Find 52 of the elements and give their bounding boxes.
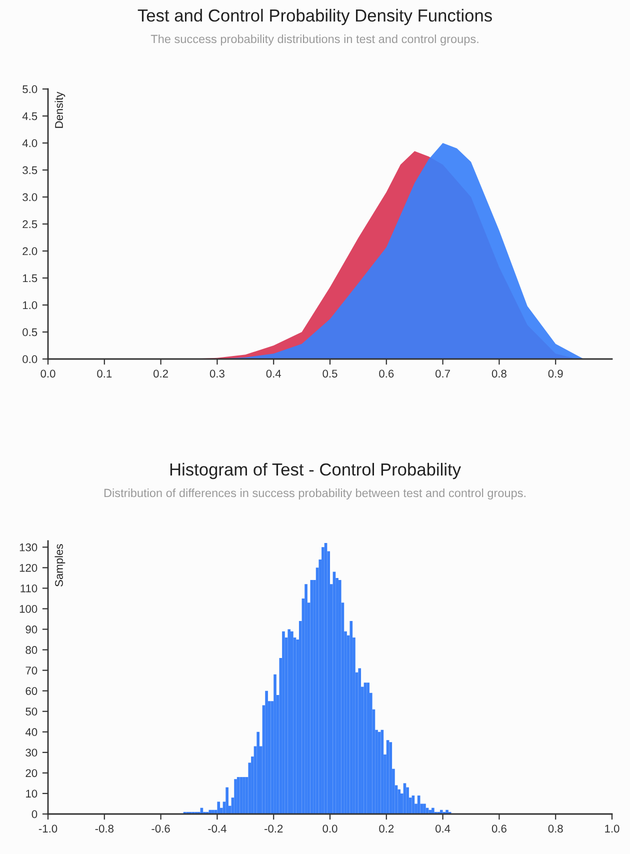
- y-tick-label: 80: [26, 646, 38, 654]
- x-tick-label: -1.0: [38, 824, 58, 833]
- y-tick-label: 70: [26, 666, 38, 674]
- chart-subtitle: The success probability distributions in test and control groups.: [150, 34, 478, 46]
- x-tick-label: 0.8: [548, 824, 563, 833]
- x-tick-label: 0.2: [379, 824, 394, 833]
- y-tick-label: 60: [26, 687, 38, 695]
- x-tick-label: 0.7: [436, 370, 450, 378]
- y-tick-label: 0.0: [22, 355, 38, 364]
- x-tick-label: -0.8: [95, 824, 114, 833]
- x-tick-label: 0.5: [322, 370, 338, 378]
- x-tick-label: -0.4: [208, 824, 226, 833]
- x-tick-label: 0.6: [379, 370, 394, 378]
- x-tick-label: 0.8: [492, 370, 506, 378]
- x-tick-label: -0.6: [152, 824, 170, 833]
- y-tick-label: 4.0: [22, 139, 38, 148]
- x-tick-label: 0.9: [548, 370, 563, 378]
- y-tick-label: 2.5: [22, 220, 38, 228]
- x-tick-label: 0.4: [266, 370, 281, 378]
- y-tick-label: 130: [20, 543, 38, 552]
- y-tick-label: 40: [25, 728, 38, 736]
- chart-title: Test and Control Probability Density Functions: [138, 8, 492, 26]
- y-tick-label: 1.0: [22, 301, 38, 310]
- x-tick-label: 0.2: [154, 370, 168, 378]
- x-tick-label: 0.0: [322, 824, 338, 833]
- x-tick-label: 0.4: [436, 824, 450, 833]
- x-tick-label: 0.0: [40, 370, 56, 378]
- y-tick-label: 110: [20, 584, 38, 592]
- y-tick-label: 90: [26, 626, 38, 634]
- y-tick-label: 4.5: [22, 112, 38, 120]
- x-tick-label: -0.2: [264, 824, 283, 833]
- y-tick-label: 120: [20, 564, 38, 572]
- y-tick-label: 0: [32, 810, 38, 818]
- y-tick-label: 5.0: [22, 85, 38, 94]
- y-tick-label: 2.0: [22, 247, 38, 256]
- y-axis-title: Density: [54, 92, 66, 128]
- chart-subtitle: Distribution of differences in success probability between test and control groups.: [104, 488, 526, 500]
- y-tick-label: 1.5: [22, 274, 38, 282]
- y-tick-label: 10: [26, 790, 38, 798]
- x-tick-label: 0.6: [492, 824, 506, 833]
- y-tick-label: 3.0: [22, 193, 38, 202]
- y-tick-label: 100: [20, 605, 38, 613]
- y-tick-label: 50: [26, 708, 38, 716]
- x-tick-label: 0.3: [210, 370, 224, 378]
- chart-title: Histogram of Test - Control Probability: [170, 462, 461, 480]
- y-tick-label: 3.5: [22, 166, 38, 174]
- y-tick-label: 0.5: [22, 328, 38, 336]
- y-tick-label: 30: [26, 748, 38, 757]
- x-tick-label: 0.1: [97, 370, 112, 378]
- y-axis-title: Samples: [54, 544, 66, 586]
- x-tick-label: 1.0: [605, 824, 620, 833]
- y-tick-label: 20: [26, 769, 38, 778]
